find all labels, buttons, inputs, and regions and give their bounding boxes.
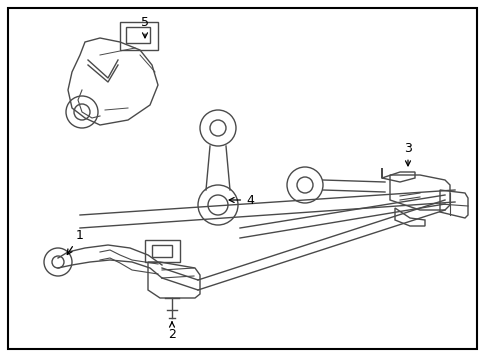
Text: 1: 1 [67,228,84,255]
Bar [120,22,158,50]
Text: 5: 5 [141,15,149,38]
Text: 2: 2 [168,322,176,342]
Bar [126,27,150,43]
Bar [151,245,172,257]
Text: 3: 3 [403,141,411,166]
Text: 4: 4 [229,193,254,206]
Bar [145,240,180,262]
